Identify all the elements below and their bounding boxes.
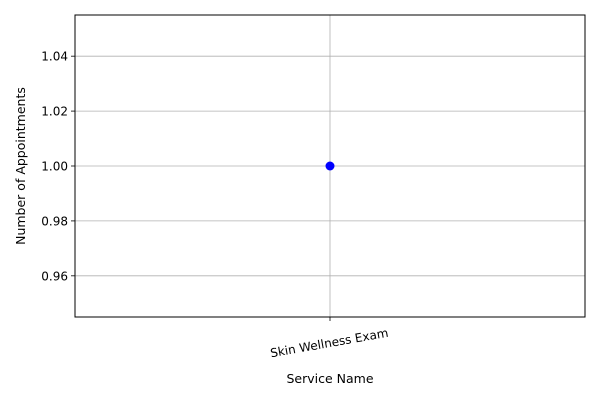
y-tick-label: 1.02	[41, 105, 68, 119]
y-tick-label: 1.04	[41, 50, 68, 64]
x-axis: Skin Wellness Exam	[269, 317, 389, 360]
y-tick-label: 0.96	[41, 269, 68, 283]
y-axis: 0.96 0.98 1.00 1.02 1.04	[41, 50, 75, 283]
x-tick-label: Skin Wellness Exam	[269, 326, 389, 361]
series-points	[325, 161, 335, 171]
y-axis-label: Number of Appointments	[13, 87, 28, 245]
x-axis-label: Service Name	[286, 371, 373, 386]
y-tick-label: 0.98	[41, 214, 68, 228]
data-point	[325, 161, 335, 171]
y-tick-label: 1.00	[41, 160, 68, 174]
